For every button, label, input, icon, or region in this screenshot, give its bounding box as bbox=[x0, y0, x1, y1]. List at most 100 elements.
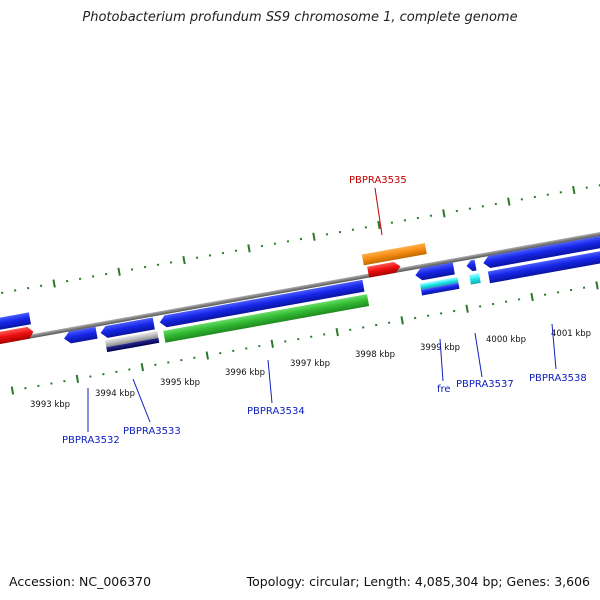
minor-tick bbox=[585, 186, 588, 189]
leader-line bbox=[132, 378, 151, 423]
forward-strand-features bbox=[0, 243, 427, 348]
minor-tick bbox=[297, 337, 300, 341]
major-tick bbox=[247, 244, 251, 253]
minor-tick bbox=[26, 286, 30, 290]
major-tick bbox=[595, 281, 599, 290]
feature-arrow bbox=[466, 259, 477, 272]
feature-arrow bbox=[64, 326, 98, 344]
minor-tick bbox=[91, 275, 95, 278]
major-tick bbox=[182, 255, 186, 265]
minor-tick bbox=[286, 240, 290, 243]
feature-block bbox=[421, 282, 460, 296]
minor-tick bbox=[258, 344, 261, 348]
feature-block bbox=[163, 294, 370, 343]
leader-line bbox=[551, 323, 557, 370]
minor-tick bbox=[582, 286, 586, 289]
minor-tick bbox=[130, 268, 134, 271]
feature-arrow bbox=[361, 243, 427, 266]
minor-tick bbox=[1, 291, 4, 294]
minor-tick bbox=[494, 202, 498, 206]
gene-label-pbpra3537: PBPRA3537 bbox=[456, 379, 514, 390]
feature-arrow bbox=[367, 261, 401, 278]
minor-tick bbox=[221, 251, 225, 255]
minor-tick bbox=[388, 321, 391, 324]
minor-tick bbox=[452, 309, 456, 313]
gene-label-pbpra3538: PBPRA3538 bbox=[529, 373, 587, 384]
minor-tick bbox=[219, 351, 222, 355]
major-tick bbox=[442, 209, 446, 218]
minor-tick bbox=[245, 347, 248, 350]
major-tick bbox=[400, 316, 404, 325]
minor-tick bbox=[468, 207, 472, 210]
minor-tick bbox=[349, 328, 352, 331]
minor-tick bbox=[63, 380, 66, 383]
minor-tick bbox=[543, 293, 547, 296]
major-tick bbox=[117, 267, 121, 276]
leader-line bbox=[474, 332, 483, 378]
minor-tick bbox=[104, 272, 108, 276]
minor-tick bbox=[193, 356, 196, 359]
feature-arrow bbox=[159, 279, 365, 328]
minor-tick bbox=[325, 233, 329, 236]
minor-tick bbox=[234, 249, 238, 252]
minor-tick bbox=[390, 221, 394, 224]
feature-block bbox=[469, 273, 481, 285]
minor-tick bbox=[89, 375, 92, 378]
reverse-strand-features bbox=[64, 227, 600, 353]
topology-text: Topology: circular; Length: 4,085,304 bp… bbox=[246, 574, 590, 589]
tick-label: 3999 kbp bbox=[420, 343, 460, 353]
minor-tick bbox=[504, 300, 508, 303]
minor-tick bbox=[351, 228, 355, 231]
minor-tick bbox=[491, 302, 495, 306]
minor-tick bbox=[414, 316, 417, 320]
gene-label-pbpra3534: PBPRA3534 bbox=[247, 406, 305, 417]
minor-tick bbox=[520, 198, 523, 201]
gene-label-fre: fre bbox=[437, 384, 451, 395]
gene-label-pbpra3532: PBPRA3532 bbox=[62, 435, 120, 446]
leader-line bbox=[374, 187, 383, 236]
major-tick bbox=[10, 386, 15, 395]
minor-tick bbox=[195, 256, 199, 259]
minor-tick bbox=[299, 237, 303, 241]
feature-block bbox=[419, 276, 459, 290]
minor-tick bbox=[115, 370, 118, 373]
genome-backbone bbox=[0, 223, 600, 352]
leader-line bbox=[267, 359, 273, 404]
minor-tick bbox=[128, 368, 131, 371]
tick-label: 3997 kbp bbox=[290, 359, 330, 369]
minor-tick bbox=[517, 298, 521, 301]
minor-tick bbox=[143, 265, 147, 269]
major-tick bbox=[52, 279, 56, 288]
minor-tick bbox=[284, 340, 287, 343]
leader-line bbox=[439, 338, 444, 382]
gene-label-pbpra3533: PBPRA3533 bbox=[123, 426, 181, 437]
feature-arrow bbox=[483, 227, 600, 268]
minor-tick bbox=[364, 226, 368, 229]
minor-tick bbox=[439, 312, 443, 315]
tick-label: 3996 kbp bbox=[225, 368, 265, 378]
feature-arrow bbox=[415, 262, 455, 281]
feature-arrow bbox=[0, 326, 34, 348]
feature-arrow bbox=[0, 312, 31, 334]
feature-block bbox=[105, 330, 159, 348]
minor-tick bbox=[426, 314, 430, 317]
feature-arrow bbox=[100, 317, 155, 338]
tick-label: 3994 kbp bbox=[95, 389, 135, 399]
tick-label: 4001 kbp bbox=[551, 329, 591, 339]
minor-tick bbox=[180, 358, 183, 362]
minor-tick bbox=[481, 205, 485, 208]
tick-label: 3998 kbp bbox=[355, 350, 395, 360]
major-tick bbox=[465, 304, 469, 313]
tick-labels: 3993 kbp 3994 kbp 3995 kbp 3996 kbp 3997… bbox=[30, 329, 591, 410]
minor-tick bbox=[323, 333, 326, 336]
gene-labels: PBPRA3532 PBPRA3533 PBPRA3534 PBPRA3535 … bbox=[62, 175, 587, 446]
major-tick bbox=[507, 197, 511, 206]
minor-tick bbox=[50, 382, 53, 385]
minor-tick bbox=[39, 284, 43, 287]
minor-tick bbox=[167, 361, 170, 364]
minor-tick bbox=[78, 277, 82, 280]
minor-tick bbox=[156, 263, 160, 266]
minor-tick bbox=[154, 363, 157, 366]
minor-tick bbox=[260, 244, 264, 248]
